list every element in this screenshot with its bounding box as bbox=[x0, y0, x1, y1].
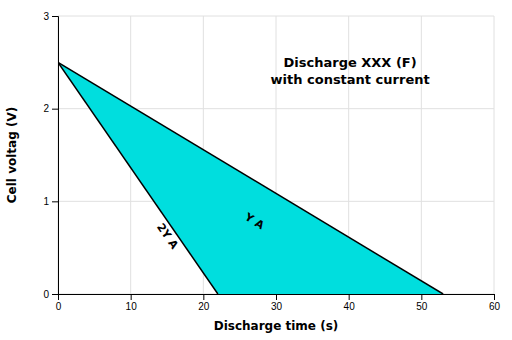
tick-label: 60 bbox=[489, 301, 501, 312]
tick: 20 bbox=[198, 294, 210, 312]
line bbox=[58, 62, 218, 294]
tick: 10 bbox=[126, 294, 138, 312]
tick: 3 bbox=[43, 11, 58, 22]
tick: 0 bbox=[43, 289, 58, 300]
annotation: 2Y A bbox=[154, 221, 181, 252]
subtitle: with constant current bbox=[271, 72, 430, 87]
y-axis: 0 1 2 3 bbox=[43, 11, 58, 300]
tick-label: 50 bbox=[416, 301, 428, 312]
axis-line bbox=[59, 295, 495, 301]
tick-label: 3 bbox=[43, 11, 49, 22]
tick-label: 0 bbox=[43, 289, 49, 300]
tick-mark bbox=[131, 294, 132, 300]
x-axis: 0 10 20 30 40 50 60 bbox=[56, 294, 501, 312]
tick-label: 10 bbox=[126, 301, 138, 312]
tick-label: 1 bbox=[43, 196, 49, 207]
marks bbox=[58, 62, 443, 294]
grid bbox=[58, 16, 494, 294]
tick-label: 40 bbox=[344, 301, 356, 312]
tick-mark bbox=[421, 294, 422, 300]
line bbox=[58, 62, 443, 294]
tick: 60 bbox=[489, 294, 501, 312]
grid-line bbox=[58, 16, 494, 17]
tick: 2 bbox=[43, 103, 58, 114]
tick-mark bbox=[349, 294, 350, 300]
area bbox=[58, 62, 443, 294]
x-axis-title: Discharge time (s) bbox=[214, 319, 339, 333]
title: Discharge XXX (F) bbox=[284, 55, 417, 70]
grid-line bbox=[494, 16, 495, 294]
tick-mark bbox=[52, 294, 58, 295]
tick-mark bbox=[203, 294, 204, 300]
tick: 1 bbox=[43, 196, 58, 207]
tick-mark bbox=[276, 294, 277, 300]
tick: 50 bbox=[416, 294, 428, 312]
tick: 30 bbox=[271, 294, 283, 312]
tick-label: 0 bbox=[56, 301, 62, 312]
tick: 40 bbox=[344, 294, 356, 312]
annotation: Y A bbox=[242, 210, 267, 232]
tick-label: 2 bbox=[43, 103, 49, 114]
grid-line bbox=[421, 16, 422, 294]
tick-label: 20 bbox=[198, 301, 210, 312]
chart: 0 10 20 30 40 50 60 0 1 2 3 Discharge time (s) Cell … bbox=[0, 0, 512, 340]
tick-mark bbox=[494, 294, 495, 300]
axis-line bbox=[52, 17, 59, 295]
tick: 0 bbox=[56, 294, 62, 312]
tick-label: 30 bbox=[271, 301, 283, 312]
tick-mark bbox=[52, 109, 58, 110]
tick-mark bbox=[52, 16, 58, 17]
y-axis-title: Cell voltag (V) bbox=[5, 107, 19, 203]
tick-mark bbox=[52, 201, 58, 202]
